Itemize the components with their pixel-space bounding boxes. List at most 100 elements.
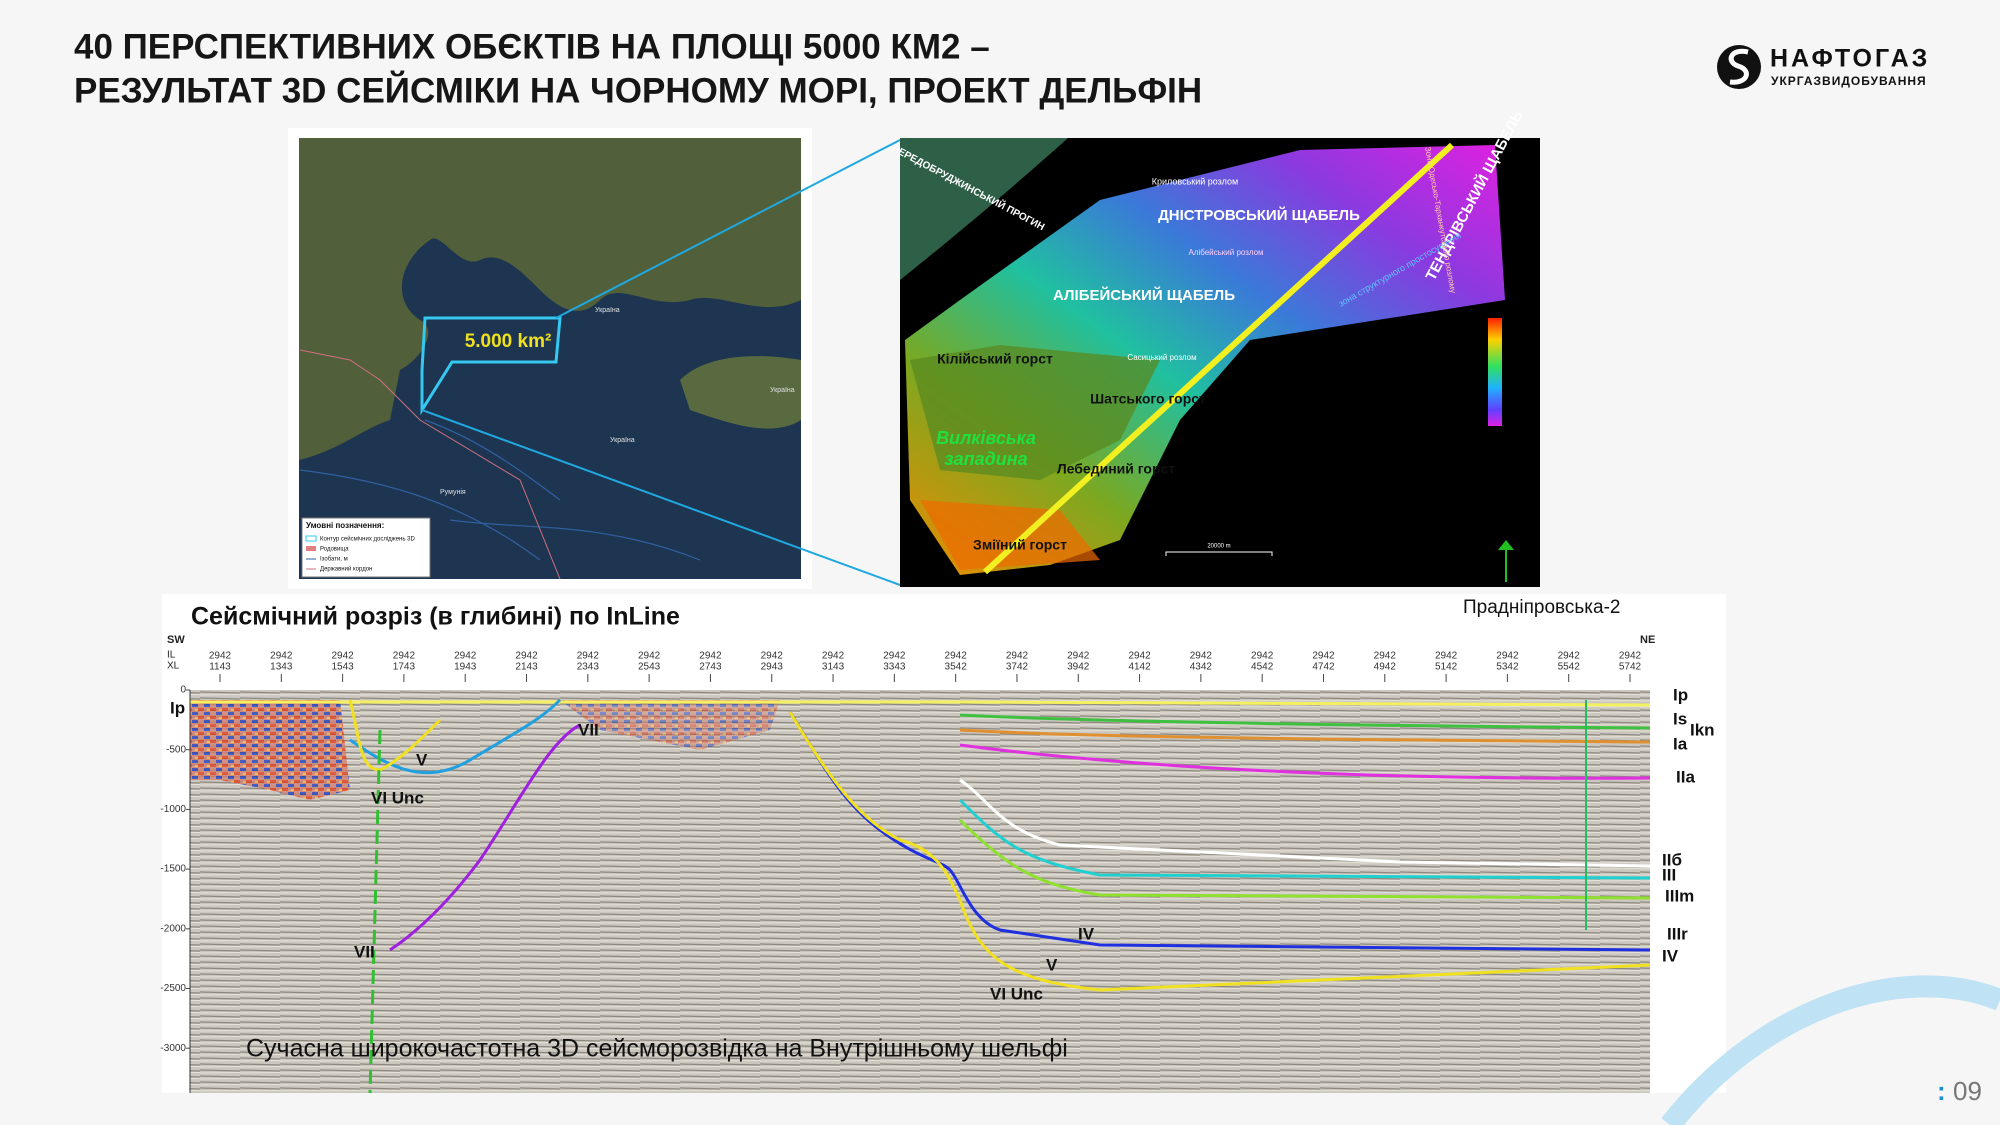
horizon-line [958, 818, 1651, 900]
horizon-label: Ia [1673, 734, 1688, 753]
il-number: 2942 [1435, 651, 1458, 662]
horizon-label: IV [1662, 946, 1679, 965]
xl-number: 5742 [1619, 662, 1642, 673]
area-label: АЛІБЕЙСЬКИЙ ЩАБЕЛЬ [1053, 286, 1235, 304]
horizon-label: Ip [170, 698, 185, 717]
il-number: 2942 [1190, 651, 1213, 662]
xl-number: 2743 [699, 662, 722, 673]
il-number: 2942 [1006, 651, 1029, 662]
survey-outline [420, 316, 562, 416]
il-number: 2942 [209, 651, 232, 662]
horizon-line [389, 723, 581, 952]
seismic-image [190, 690, 1650, 1093]
horizon-label: V [1046, 955, 1058, 974]
scale-label: 20000 m [1207, 544, 1230, 550]
direction-label: NE [1640, 634, 1655, 646]
il-number: 2942 [1496, 651, 1519, 662]
logo-name: НАФТОГАЗ [1770, 45, 1930, 73]
horizon-label: VI Unc [990, 984, 1043, 1003]
area-label: ДНІСТРОВСЬКИЙ ЩАБЕЛЬ [1158, 206, 1360, 224]
horizon-label: III [1662, 865, 1676, 884]
legend-item: Контур сейсмічних досліджень 3D [320, 536, 415, 543]
xl-number: 3742 [1006, 662, 1029, 673]
il-number: 2942 [1619, 651, 1642, 662]
xl-number: 2543 [638, 662, 661, 673]
fault-label: Сасицький розлом [1127, 353, 1196, 362]
xl-number: 5142 [1435, 662, 1458, 673]
xl-number: 1143 [209, 662, 231, 673]
il-number: 2942 [761, 651, 784, 662]
horizon-label: Is [1673, 709, 1687, 728]
vylkove-depression [910, 345, 1160, 480]
xl-number: 4542 [1251, 662, 1274, 673]
legend-swatch [306, 546, 316, 551]
title-line: РЕЗУЛЬТАТ 3D СЕЙСМІКИ НА ЧОРНОМУ МОРІ, П… [74, 70, 1202, 110]
depth-tick-label: -2500 [160, 983, 186, 994]
logo-icon-s [1728, 48, 1749, 85]
legend-item: Державний кордон [320, 566, 372, 573]
horizon-label: IIa [1676, 767, 1695, 786]
horizon-line [348, 699, 442, 772]
seismic-title: Сейсмічний розріз (в глибині) по InLine [191, 603, 680, 631]
connector [421, 409, 901, 586]
horizon-line [788, 711, 1651, 992]
seismic-noise [560, 700, 780, 750]
place-label: Україна [595, 307, 620, 314]
il-number: 2942 [1312, 651, 1335, 662]
page-number: 09 [1953, 1076, 1982, 1106]
legend-item: Родовища [320, 547, 349, 553]
depth-tick-label: -3000 [160, 1043, 186, 1054]
area-label: западина [944, 449, 1027, 469]
xl-number: 2943 [761, 662, 784, 673]
horizon-label: VI Unc [371, 788, 424, 807]
seismic-caption: Сучасна широкочастотна 3D сейсморозвідка… [246, 1035, 1068, 1063]
horizons [190, 698, 1651, 1094]
isobaths [299, 419, 701, 561]
il-number: 2942 [515, 651, 538, 662]
area-label: Вилківська [936, 428, 1036, 448]
horizon-line [958, 798, 1651, 880]
il-number: 2942 [1251, 651, 1274, 662]
place-label: Україна [610, 437, 635, 444]
il-number: 2942 [1067, 651, 1090, 662]
il-number: 2942 [699, 651, 722, 662]
header: 40 ПЕРСПЕКТИВНИХ ОБЄКТІВ НА ПЛОЩІ 5000 К… [74, 27, 1202, 110]
axis-label: IL [167, 650, 176, 661]
legend-item: Ізобати, м [320, 557, 348, 563]
area-label: Лебединий горст [1057, 461, 1175, 477]
horizon-label: VII [354, 942, 375, 961]
fault-label: Криловський розлом [1152, 176, 1238, 186]
area-label: 5.000 km² [465, 331, 552, 352]
horizon-label: IIб [1662, 850, 1682, 869]
xl-number: 3143 [822, 662, 845, 673]
connector [555, 139, 901, 319]
horizon-line [959, 743, 1651, 780]
horizon-label: IIIr [1667, 924, 1688, 943]
logo: НАФТОГАЗ УКРГАЗВИДОБУВАННЯ [1717, 45, 1930, 89]
il-number: 2942 [577, 651, 600, 662]
xl-number: 2343 [577, 662, 600, 673]
page-marker: : [1937, 1076, 1946, 1106]
xl-number: 4142 [1128, 662, 1151, 673]
horizon-line [959, 728, 1651, 744]
depth-tick-label: 0 [180, 685, 186, 696]
il-number: 2942 [1128, 651, 1151, 662]
xl-number: 4342 [1190, 662, 1213, 673]
horizon-label: VII [578, 720, 599, 739]
depth-tick-label: -500 [166, 744, 186, 755]
area-label: Зміїний горст [973, 537, 1067, 553]
il-number: 2942 [945, 651, 968, 662]
legend-swatch [305, 535, 317, 542]
il-number: 2942 [331, 651, 354, 662]
depth-tick-label: -1500 [160, 864, 186, 875]
horizon-label: Ip [1673, 685, 1688, 704]
xl-number: 5542 [1558, 662, 1581, 673]
il-number: 2942 [883, 651, 906, 662]
horizon-line [959, 713, 1651, 730]
place-label: Україна [770, 387, 795, 394]
xl-number: 3542 [945, 662, 968, 673]
horizon-label: V [416, 750, 428, 769]
xl-number: 1343 [270, 662, 293, 673]
